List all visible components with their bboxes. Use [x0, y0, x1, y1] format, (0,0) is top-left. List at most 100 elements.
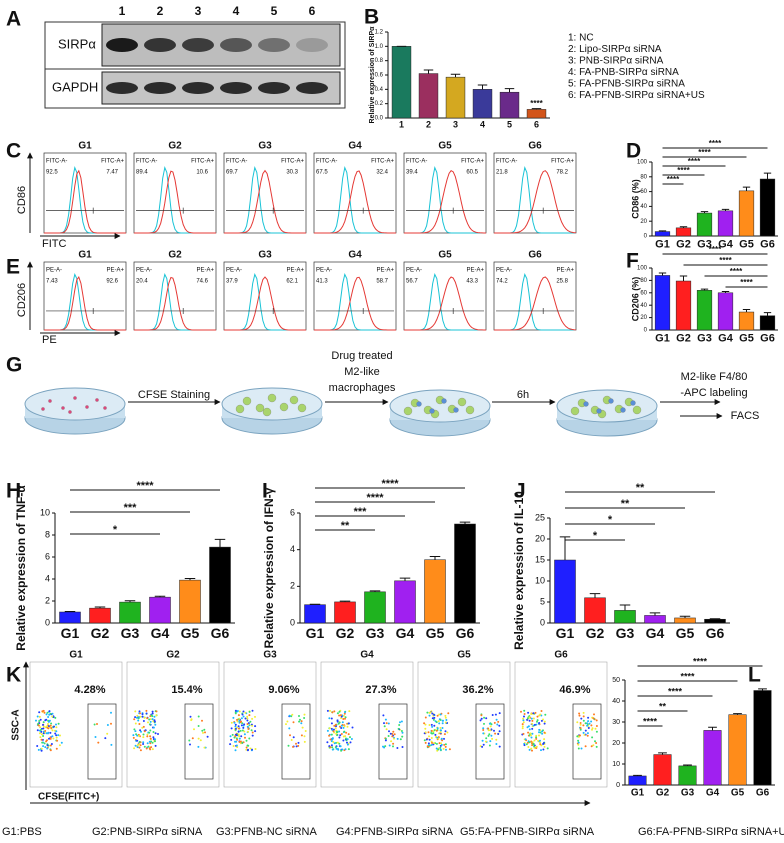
scatter-dot [535, 737, 538, 740]
y-tick-label: 4 [45, 573, 50, 583]
gate-line [406, 307, 484, 314]
y-tick-label: 2 [290, 581, 295, 591]
scatter-dot [590, 720, 593, 723]
scatter-dot [148, 718, 151, 721]
step-text: M2-like F4/80 [681, 371, 748, 383]
scatter-dot [543, 722, 546, 725]
error-bar [683, 764, 692, 766]
gate-value: 74.6 [196, 279, 208, 285]
legend-item: G2:PNB-SIRPα siRNA [92, 826, 203, 838]
gate-label: PE-A- [496, 268, 512, 274]
scatter-dot [333, 742, 336, 745]
step-text: macrophages [329, 382, 396, 394]
gate-value: 89.4 [136, 170, 148, 176]
group-label: G5 [438, 141, 452, 152]
error-bar [679, 226, 688, 228]
scatter-dot [338, 710, 341, 713]
error-bar [742, 309, 751, 313]
gate [281, 703, 311, 780]
x-tick-label: G5 [739, 239, 754, 251]
gate-label: PE-A- [406, 268, 422, 274]
scatter-dot [338, 721, 341, 724]
scatter-dot [528, 719, 531, 722]
x-tick-label: G4 [718, 333, 734, 345]
significance: **** [740, 278, 753, 287]
scatter-dot [38, 711, 41, 714]
scatter-dot [203, 746, 206, 749]
scatter-dot [342, 726, 345, 729]
error-bar [154, 595, 166, 598]
scatter-dot [249, 747, 252, 750]
scatter-dot [440, 742, 442, 745]
x-tick-label: G3 [121, 625, 140, 641]
scatter-dot [426, 711, 429, 714]
scatter-dot [241, 722, 244, 725]
scatter-dot [524, 738, 527, 741]
scatter-dot [138, 742, 141, 745]
scatter-dot [443, 733, 446, 736]
scatter-dot [246, 723, 249, 725]
scatter-dot [345, 731, 348, 734]
y-tick-label: 20 [640, 219, 647, 225]
scatter-dot [538, 734, 540, 737]
scatter-dot [533, 745, 536, 748]
bar [653, 754, 672, 786]
y-tick-label: 5 [540, 596, 545, 606]
scatter-dot [238, 741, 241, 743]
error-bar [708, 726, 717, 731]
scatter-dot [586, 722, 589, 725]
scatter-dot [441, 722, 444, 725]
scatter-dot [538, 722, 541, 724]
gate-value: 67.5 [316, 170, 328, 176]
scatter-dot [343, 730, 346, 733]
scatter-dot [430, 744, 433, 746]
step-text: -APC labeling [680, 387, 747, 399]
panel-letter: L [748, 664, 761, 687]
scatter-dot [149, 737, 152, 740]
scatter-dot [44, 746, 47, 749]
scatter-dot [36, 729, 39, 732]
scatter-dot [97, 741, 100, 744]
scatter-dot [247, 728, 250, 730]
gate [87, 703, 117, 780]
scatter-dot [155, 714, 158, 717]
scatter-dot [544, 713, 547, 716]
scatter-dot [39, 736, 42, 739]
lane-label: 1 [119, 4, 126, 18]
scatter-dot [385, 722, 388, 725]
scatter-dot [526, 718, 529, 721]
scatter-dot [146, 717, 149, 720]
scatter-dot [535, 734, 538, 737]
scatter-dot [106, 724, 109, 726]
scatter-dot [36, 745, 39, 747]
bar [59, 611, 81, 624]
gate-line [316, 207, 394, 214]
group-label: G3 [258, 141, 272, 152]
gate-label: FITC-A- [136, 159, 157, 165]
significance: **** [709, 245, 722, 254]
gate-value: 37.9 [226, 279, 238, 285]
scatter-dot [230, 727, 233, 730]
x-tick-label: G3 [681, 788, 695, 799]
lane-label: 3 [195, 4, 202, 18]
scatter-dot [488, 733, 491, 736]
scatter-dot [428, 714, 431, 717]
x-tick-label: G1 [655, 239, 670, 251]
scatter-dot [577, 743, 580, 746]
scatter-dot [345, 737, 347, 740]
scatter-dot [238, 735, 241, 738]
bar [614, 610, 636, 624]
scatter-dot [343, 712, 346, 715]
scatter-dot [494, 713, 497, 716]
scatter-dot [238, 710, 241, 713]
x-tick-label: G3 [697, 239, 712, 251]
scatter-dot [433, 742, 435, 745]
scatter-dot [49, 724, 52, 727]
scatter-dot [46, 747, 49, 750]
scatter-dot [243, 730, 246, 733]
significance: **** [709, 139, 722, 148]
scatter-dot [496, 723, 499, 726]
histogram-sample [404, 170, 486, 234]
scatter-dot [587, 720, 590, 723]
scatter-dot [331, 738, 334, 741]
